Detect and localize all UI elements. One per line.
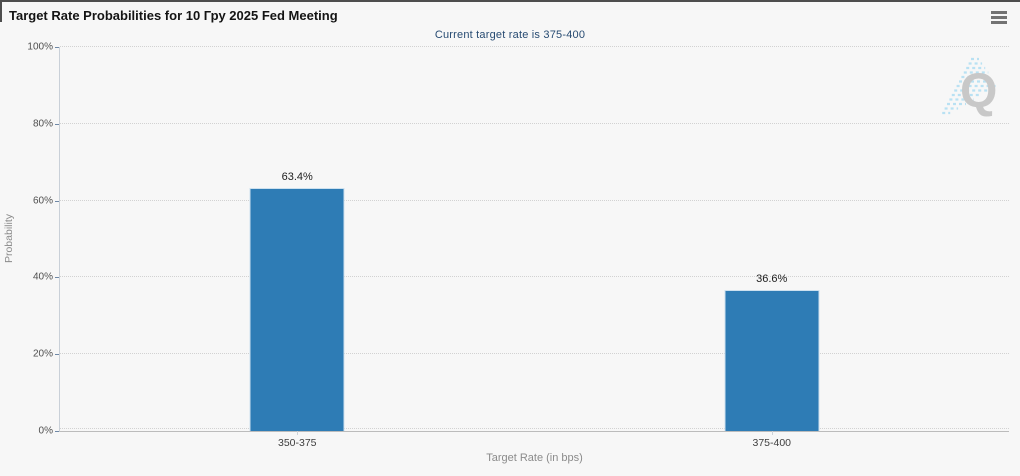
y-tick-label: 20% <box>32 348 53 360</box>
gridline <box>60 122 1009 124</box>
gridline <box>60 428 1009 429</box>
y-tick-mark <box>55 200 59 202</box>
y-tick-mark <box>55 431 59 432</box>
hamburger-bar <box>991 16 1007 19</box>
gridline <box>60 276 1009 278</box>
y-tick-mark <box>55 47 59 48</box>
x-tick-label: 350-375 <box>277 437 317 449</box>
y-tick-mark <box>55 354 59 356</box>
watermark-stripes <box>942 57 998 115</box>
hamburger-icon[interactable] <box>991 11 1007 26</box>
y-axis-title-wrap: Probability <box>3 47 15 431</box>
bar-375-400[interactable] <box>724 290 820 431</box>
y-tick-label: 100% <box>27 41 53 53</box>
x-axis-title: Target Rate (in bps) <box>486 452 583 464</box>
bar-value-label: 63.4% <box>281 170 313 183</box>
y-axis-title: Probability <box>3 214 15 264</box>
gridline <box>60 353 1009 355</box>
y-tick-label: 60% <box>32 195 53 207</box>
plot-area: Q Target Rate (in bps) 0% 20% 40% 60% 80% 100… <box>27 42 1009 464</box>
x-tick-mark <box>297 431 299 435</box>
gridline <box>60 46 1009 47</box>
bar-value-label: 36.6% <box>756 273 788 286</box>
chart-subtitle: Current target rate is 375-400 <box>434 29 586 41</box>
y-tick-mark <box>55 277 59 279</box>
x-tick-label: 375-400 <box>752 437 792 449</box>
hamburger-bar <box>991 11 1007 14</box>
chart-title: Target Rate Probabilities for 10 Гру 202… <box>9 8 338 23</box>
y-tick-label: 0% <box>38 425 53 437</box>
hamburger-bar <box>991 21 1007 24</box>
bar-350-375[interactable] <box>249 187 345 431</box>
bar-slot: 36.6% <box>724 47 820 431</box>
y-tick-label: 40% <box>32 271 53 283</box>
quikstrike-watermark-icon: Q <box>942 57 998 118</box>
x-tick-mark <box>771 431 773 435</box>
y-tick-label: 80% <box>32 118 53 130</box>
gridline <box>60 199 1009 201</box>
bar-slot: 63.4% <box>249 47 345 431</box>
watermark-letter: Q <box>960 65 997 118</box>
y-tick-mark <box>55 123 59 125</box>
